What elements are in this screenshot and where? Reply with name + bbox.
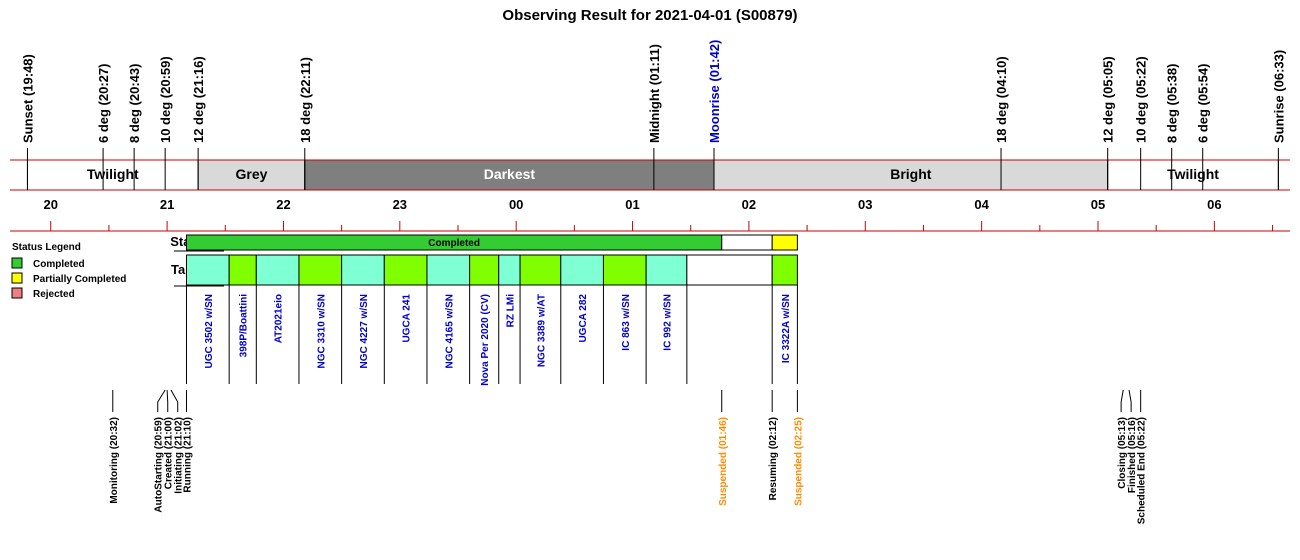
status-legend: Status Legend Completed Partially Complete… — [11, 242, 126, 300]
status-event-label-scheduled-end-05-22: Scheduled End (05:22) — [1137, 417, 1148, 524]
target-name-ugc-3502-w-sn: UGC 3502 w/SN — [204, 294, 215, 368]
legend-swatch-completed — [11, 257, 23, 269]
status-event-label-suspended-02-25: Suspended (02:25) — [793, 417, 804, 506]
sky-band-twilight-0 — [26, 159, 199, 191]
target-block-nova-per-2020-cv-7 — [469, 254, 500, 286]
target-block-blank-13 — [686, 254, 773, 286]
target-name-nova-per-2020-cv: Nova Per 2020 (CV) — [480, 294, 491, 386]
target-block-ngc-3310-w-sn-3 — [298, 254, 343, 286]
target-name-ic-3322a-w-sn: IC 3322A w/SN — [781, 294, 792, 363]
sky-band-label-grey-1: Grey — [235, 166, 267, 182]
target-block-ic-3322a-w-sn-14 — [771, 254, 798, 286]
target-name-ngc-4227-w-sn: NGC 4227 w/SN — [359, 294, 370, 368]
legend-swatch-partially-completed — [11, 272, 23, 284]
target-block-at2021eio-2 — [255, 254, 300, 286]
target-name-rz-lmi: RZ LMi — [505, 294, 516, 328]
sky-events: Sunset (19:48) 6 deg (20:27) 8 deg (20:43)… — [20, 40, 1286, 190]
target-name-ngc-4165-w-sn: NGC 4165 w/SN — [444, 294, 455, 368]
status-event-tick-2 — [166, 389, 169, 412]
target-block-rz-lmi-8 — [498, 254, 521, 286]
hour-label-06: 06 — [1207, 197, 1221, 212]
status-event-label-running-21-10: Running (21:10) — [182, 417, 193, 493]
sky-band-label-twilight-4: Twilight — [1167, 166, 1219, 182]
sky-event-label-18-deg-04-10: 18 deg (04:10) — [994, 56, 1009, 143]
target-name-398p-boattini: 398P/Boattini — [239, 294, 250, 358]
sky-band-grey-1 — [197, 159, 306, 191]
sky-event-label-12-deg-21-16: 12 deg (21:16) — [191, 56, 206, 143]
status-segment-label-completed: Completed — [428, 238, 480, 249]
sky-event-label-6-deg-20-27: 6 deg (20:27) — [96, 64, 111, 143]
status-segment-1 — [721, 234, 773, 251]
sky-band-label-bright-3: Bright — [890, 166, 932, 182]
target-name-ngc-3310-w-sn: NGC 3310 w/SN — [316, 294, 327, 368]
target-name-ugca-282: UGCA 282 — [578, 294, 589, 343]
sky-band-label-twilight-0: Twilight — [87, 166, 139, 182]
sky-band-label-darkest-2: Darkest — [484, 166, 536, 182]
sky-event-label-10-deg-05-22: 10 deg (05:22) — [1134, 56, 1149, 143]
target-block-ic-863-w-sn-11 — [602, 254, 647, 286]
sky-event-label-6-deg-05-54: 6 deg (05:54) — [1196, 64, 1211, 143]
sky-event-label-12-deg-05-05: 12 deg (05:05) — [1101, 56, 1116, 143]
status-event-tick-3 — [170, 389, 179, 412]
target-name-ugca-241: UGCA 241 — [402, 294, 413, 343]
hour-label-04: 04 — [974, 197, 989, 212]
status-event-label-initiating-21-02: Initiating (21:02) — [174, 417, 185, 494]
status-event-label-monitoring-20-32: Monitoring (20:32) — [109, 417, 120, 504]
sky-event-label-moonrise-01-42: Moonrise (01:42) — [707, 40, 722, 143]
status-event-label-resuming-02-12: Resuming (02:12) — [768, 417, 779, 500]
legend-label-partially-completed: Partially Completed — [33, 274, 126, 285]
target-block-ngc-3389-w-at-9 — [519, 254, 562, 286]
sky-band-layer: Twilight Grey Darkest Bright Twilight — [26, 159, 1279, 191]
sky-event-label-10-deg-20-59: 10 deg (20:59) — [158, 56, 173, 143]
status-and-targets: StatusCompletedTargetsUGC 3502 w/SN398P/… — [170, 234, 798, 386]
sky-event-label-sunset-19-48: Sunset (19:48) — [20, 54, 35, 143]
target-block-ugc-3502-w-sn-0 — [185, 254, 230, 286]
status-event-label-autostarting-20-59: AutoStarting (20:59) — [154, 417, 165, 513]
target-name-ic-863-w-sn: IC 863 w/SN — [621, 294, 632, 351]
target-name-at2021eio: AT2021eio — [274, 294, 285, 343]
sky-event-label-18-deg-22-11: 18 deg (22:11) — [298, 57, 313, 143]
status-events: Monitoring (20:32) AutoStarting (20:59) Cr… — [109, 389, 1148, 524]
status-event-label-created-21-00: Created (21:00) — [164, 417, 175, 489]
hour-label-23: 23 — [393, 197, 407, 212]
legend-label-completed: Completed — [33, 259, 85, 270]
hour-label-22: 22 — [276, 197, 290, 212]
target-block-ngc-4227-w-sn-4 — [341, 254, 385, 286]
status-event-label-finished-05-16: Finished (05:16) — [1127, 417, 1138, 493]
target-name-ic-992-w-sn: IC 992 w/SN — [662, 294, 673, 351]
target-block-ic-992-w-sn-12 — [645, 254, 688, 286]
sky-event-label-sunrise-06-33: Sunrise (06:33) — [1271, 50, 1286, 143]
time-axis: 20 21 22 23 00 01 02 03 04 05 06 — [10, 159, 1290, 232]
status-event-label-closing-05-13: Closing (05:13) — [1117, 417, 1128, 489]
hour-label-00: 00 — [509, 197, 523, 212]
chart-title: Observing Result for 2021-04-01 (S00879) — [502, 7, 797, 24]
target-block-ugca-282-10 — [560, 254, 604, 286]
sky-event-label-8-deg-20-43: 8 deg (20:43) — [127, 64, 142, 143]
legend-label-rejected: Rejected — [33, 289, 75, 300]
sky-event-label-midnight-01-11: Midnight (01:11) — [647, 44, 662, 143]
target-block-398p-boattini-1 — [228, 254, 257, 286]
hour-label-01: 01 — [625, 197, 639, 212]
target-block-ugca-241-5 — [383, 254, 428, 286]
hour-label-20: 20 — [43, 197, 57, 212]
legend-swatch-rejected — [11, 287, 23, 299]
target-name-ngc-3389-w-at: NGC 3389 w/AT — [536, 294, 547, 367]
sky-event-label-8-deg-05-38: 8 deg (05:38) — [1165, 64, 1180, 143]
status-event-tick-9 — [1128, 389, 1132, 412]
hour-label-21: 21 — [160, 197, 174, 212]
status-segment-2 — [771, 234, 798, 251]
hour-label-02: 02 — [742, 197, 756, 212]
status-event-tick-8 — [1120, 389, 1124, 412]
hour-label-03: 03 — [858, 197, 872, 212]
legend-title: Status Legend — [12, 242, 81, 253]
status-event-tick-1 — [157, 389, 166, 412]
hour-label-05: 05 — [1091, 197, 1105, 212]
target-block-ngc-4165-w-sn-6 — [426, 254, 471, 286]
status-event-label-suspended-01-46: Suspended (01:46) — [718, 417, 729, 506]
